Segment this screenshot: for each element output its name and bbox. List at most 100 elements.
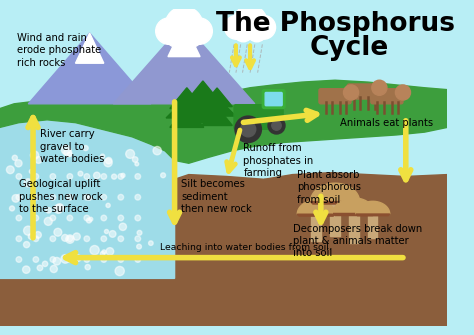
Bar xyxy=(311,214,321,241)
Circle shape xyxy=(67,194,73,200)
Circle shape xyxy=(135,194,141,200)
Circle shape xyxy=(42,261,48,267)
Polygon shape xyxy=(168,23,200,57)
Circle shape xyxy=(344,85,359,100)
Polygon shape xyxy=(198,97,236,116)
Text: River carry
gravel to
water bodies: River carry gravel to water bodies xyxy=(40,129,104,164)
Circle shape xyxy=(101,215,107,221)
Circle shape xyxy=(93,172,100,179)
Circle shape xyxy=(75,255,81,261)
Bar xyxy=(330,202,340,236)
Circle shape xyxy=(166,26,187,47)
Polygon shape xyxy=(310,183,360,202)
Circle shape xyxy=(50,257,55,262)
Circle shape xyxy=(15,160,22,167)
Circle shape xyxy=(101,174,107,179)
Circle shape xyxy=(118,236,124,242)
Circle shape xyxy=(234,23,253,42)
Circle shape xyxy=(33,215,39,221)
Polygon shape xyxy=(113,23,255,104)
Polygon shape xyxy=(166,97,208,118)
Bar xyxy=(368,214,377,238)
Circle shape xyxy=(16,194,22,200)
Circle shape xyxy=(101,257,107,262)
Circle shape xyxy=(132,157,138,162)
Circle shape xyxy=(33,194,39,200)
Circle shape xyxy=(7,166,14,174)
Circle shape xyxy=(50,265,57,273)
Circle shape xyxy=(24,226,33,235)
Circle shape xyxy=(64,149,72,156)
Circle shape xyxy=(106,203,110,208)
Polygon shape xyxy=(264,173,447,186)
Text: Leaching into water bodies from soil.: Leaching into water bodies from soil. xyxy=(160,243,332,252)
Circle shape xyxy=(33,257,39,262)
Circle shape xyxy=(67,174,73,179)
Polygon shape xyxy=(310,202,360,204)
Circle shape xyxy=(165,7,203,44)
Circle shape xyxy=(106,157,112,164)
Circle shape xyxy=(241,122,256,137)
Circle shape xyxy=(102,250,106,254)
FancyBboxPatch shape xyxy=(371,89,403,104)
Circle shape xyxy=(372,80,387,95)
Circle shape xyxy=(16,257,22,262)
Circle shape xyxy=(119,223,127,230)
FancyBboxPatch shape xyxy=(262,90,285,109)
Circle shape xyxy=(89,217,93,221)
Circle shape xyxy=(135,215,141,221)
Polygon shape xyxy=(174,175,447,278)
Polygon shape xyxy=(297,200,335,214)
Circle shape xyxy=(62,145,71,154)
Circle shape xyxy=(252,15,275,39)
Circle shape xyxy=(33,174,39,179)
Polygon shape xyxy=(297,214,335,216)
Circle shape xyxy=(66,235,74,243)
Circle shape xyxy=(78,171,83,176)
Circle shape xyxy=(126,149,135,158)
Circle shape xyxy=(115,266,124,276)
Circle shape xyxy=(100,154,105,158)
Circle shape xyxy=(62,234,68,241)
Circle shape xyxy=(23,266,30,273)
Circle shape xyxy=(118,174,124,179)
Circle shape xyxy=(83,145,88,151)
Circle shape xyxy=(181,26,202,47)
Circle shape xyxy=(106,248,114,255)
Circle shape xyxy=(100,252,105,256)
Circle shape xyxy=(111,174,117,179)
Circle shape xyxy=(28,233,34,240)
Circle shape xyxy=(118,257,124,262)
Polygon shape xyxy=(333,213,374,215)
Polygon shape xyxy=(170,107,204,127)
Text: Runoff from
phosphates in
farming: Runoff from phosphates in farming xyxy=(244,143,314,178)
Circle shape xyxy=(225,15,248,39)
Circle shape xyxy=(67,236,73,242)
FancyBboxPatch shape xyxy=(319,89,351,104)
FancyBboxPatch shape xyxy=(265,92,282,106)
Circle shape xyxy=(24,179,32,187)
Polygon shape xyxy=(0,82,215,160)
Circle shape xyxy=(30,151,39,159)
Circle shape xyxy=(50,194,55,200)
Circle shape xyxy=(85,264,91,270)
Polygon shape xyxy=(28,33,151,104)
Circle shape xyxy=(50,174,55,179)
Circle shape xyxy=(16,236,22,242)
Circle shape xyxy=(84,194,90,200)
Circle shape xyxy=(61,255,70,263)
Circle shape xyxy=(35,231,41,238)
Circle shape xyxy=(16,174,22,179)
Circle shape xyxy=(84,236,90,242)
Polygon shape xyxy=(75,33,104,63)
Circle shape xyxy=(101,194,107,200)
Circle shape xyxy=(12,195,19,202)
Circle shape xyxy=(67,152,72,156)
Circle shape xyxy=(33,236,39,242)
Circle shape xyxy=(148,241,153,246)
Circle shape xyxy=(156,18,182,44)
Circle shape xyxy=(109,230,116,237)
Text: Cycle: Cycle xyxy=(310,35,389,61)
Circle shape xyxy=(12,155,18,160)
Text: Silt becomes
sediment
then new rock: Silt becomes sediment then new rock xyxy=(181,179,252,214)
